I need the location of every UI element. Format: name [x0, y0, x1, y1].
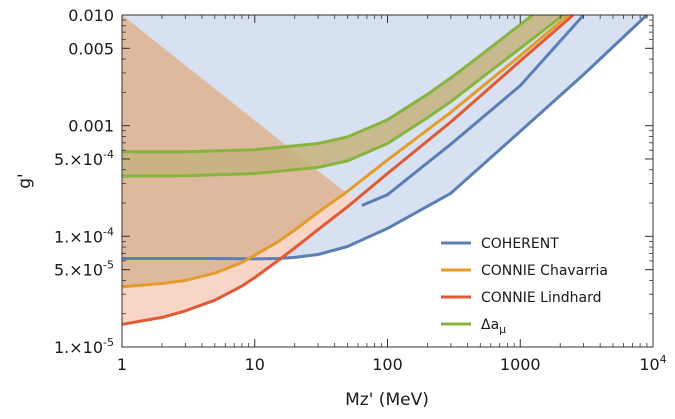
axes-layer: 1 10 100 1000 104 0.010 0.005 0.001 5.×10-4 1.×10…: [54, 6, 667, 374]
y-tick-label: 5.×10-4: [54, 148, 114, 169]
legend-item-connie-chavarria-label: CONNIE Chavarria: [481, 263, 608, 279]
legend: COHERENT CONNIE Chavarria CONNIE Lindhard Δ…: [441, 236, 608, 336]
coherent-inner-line: [361, 15, 585, 207]
legend-item-delta-a-mu-label: Δaμ: [481, 317, 506, 336]
x-tick-label: 1000: [500, 355, 541, 374]
x-tick-label: 1: [117, 355, 127, 374]
connie-lindhard-line: [122, 15, 575, 326]
delta-a-mu-upper-line: [122, 15, 536, 154]
y-tick-label: 1.×10-5: [54, 336, 114, 357]
series-layer: [122, 15, 648, 326]
delta-a-mu-band: [122, 15, 564, 177]
y-tick-label: 0.005: [68, 39, 114, 58]
connie-chavarria-line: [122, 15, 570, 289]
y-tick-label: 0.001: [68, 117, 114, 136]
y-tick-label: 1.×10-4: [54, 225, 114, 246]
legend-item-coherent-label: COHERENT: [481, 236, 559, 252]
y-tick-label: 0.010: [68, 6, 114, 25]
legend-item-connie-lindhard-label: CONNIE Lindhard: [481, 290, 601, 306]
y-axis-title: g': [15, 173, 35, 188]
y-tick-label: 5.×10-5: [54, 259, 114, 280]
x-tick-label: 100: [372, 355, 403, 374]
x-tick-label: 104: [639, 353, 666, 374]
x-tick-label: 10: [245, 355, 265, 374]
x-axis-title: Mz' (MeV): [345, 390, 429, 410]
delta-a-mu-lower-line: [122, 15, 566, 178]
